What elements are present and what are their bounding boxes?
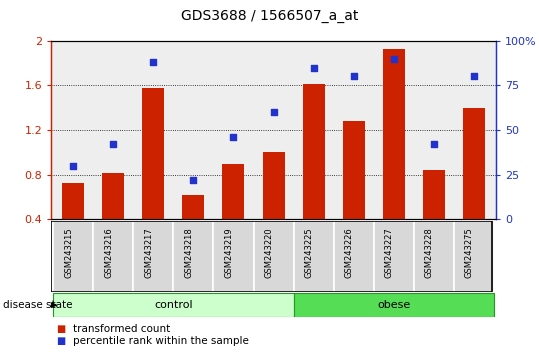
- Text: GSM243275: GSM243275: [465, 227, 474, 278]
- Text: GSM243218: GSM243218: [184, 227, 194, 278]
- Point: [430, 142, 438, 147]
- Bar: [334, 221, 374, 292]
- Text: GSM243216: GSM243216: [105, 227, 113, 278]
- Bar: [93, 221, 133, 292]
- Bar: [374, 221, 414, 292]
- Point: [189, 177, 198, 183]
- Bar: [182, 195, 204, 219]
- Bar: [174, 221, 213, 292]
- Point: [109, 142, 118, 147]
- Text: GDS3688 / 1566507_a_at: GDS3688 / 1566507_a_at: [181, 9, 358, 23]
- Bar: [294, 293, 494, 317]
- Bar: [454, 221, 494, 292]
- Bar: [294, 221, 334, 292]
- Point: [269, 109, 278, 115]
- Point: [349, 74, 358, 79]
- Text: GSM243220: GSM243220: [265, 227, 273, 278]
- Text: GSM243225: GSM243225: [305, 227, 314, 278]
- Bar: [262, 153, 285, 219]
- Text: control: control: [154, 300, 193, 310]
- Bar: [53, 221, 93, 292]
- Bar: [383, 48, 405, 219]
- Bar: [213, 221, 253, 292]
- Point: [389, 56, 398, 61]
- Bar: [133, 221, 174, 292]
- Text: GSM243228: GSM243228: [425, 227, 434, 278]
- Text: GSM243226: GSM243226: [344, 227, 354, 278]
- Point: [69, 163, 78, 169]
- Text: disease state: disease state: [3, 300, 72, 310]
- Text: ■: ■: [57, 336, 66, 346]
- Text: transformed count: transformed count: [73, 324, 170, 333]
- Bar: [62, 183, 84, 219]
- Text: GSM243215: GSM243215: [64, 227, 73, 278]
- Bar: [302, 84, 324, 219]
- Bar: [223, 164, 245, 219]
- Text: GSM243217: GSM243217: [144, 227, 154, 278]
- Bar: [102, 172, 125, 219]
- Bar: [142, 88, 164, 219]
- Bar: [343, 121, 365, 219]
- Text: ■: ■: [57, 324, 66, 333]
- Bar: [423, 170, 445, 219]
- Text: GSM243227: GSM243227: [385, 227, 393, 278]
- Point: [309, 65, 318, 70]
- Text: percentile rank within the sample: percentile rank within the sample: [73, 336, 248, 346]
- Text: obese: obese: [377, 300, 410, 310]
- Text: GSM243219: GSM243219: [224, 227, 233, 278]
- Point: [149, 59, 158, 65]
- Bar: [253, 221, 294, 292]
- Bar: [463, 108, 485, 219]
- Point: [469, 74, 478, 79]
- Bar: [414, 221, 454, 292]
- Point: [229, 135, 238, 140]
- Bar: [53, 293, 294, 317]
